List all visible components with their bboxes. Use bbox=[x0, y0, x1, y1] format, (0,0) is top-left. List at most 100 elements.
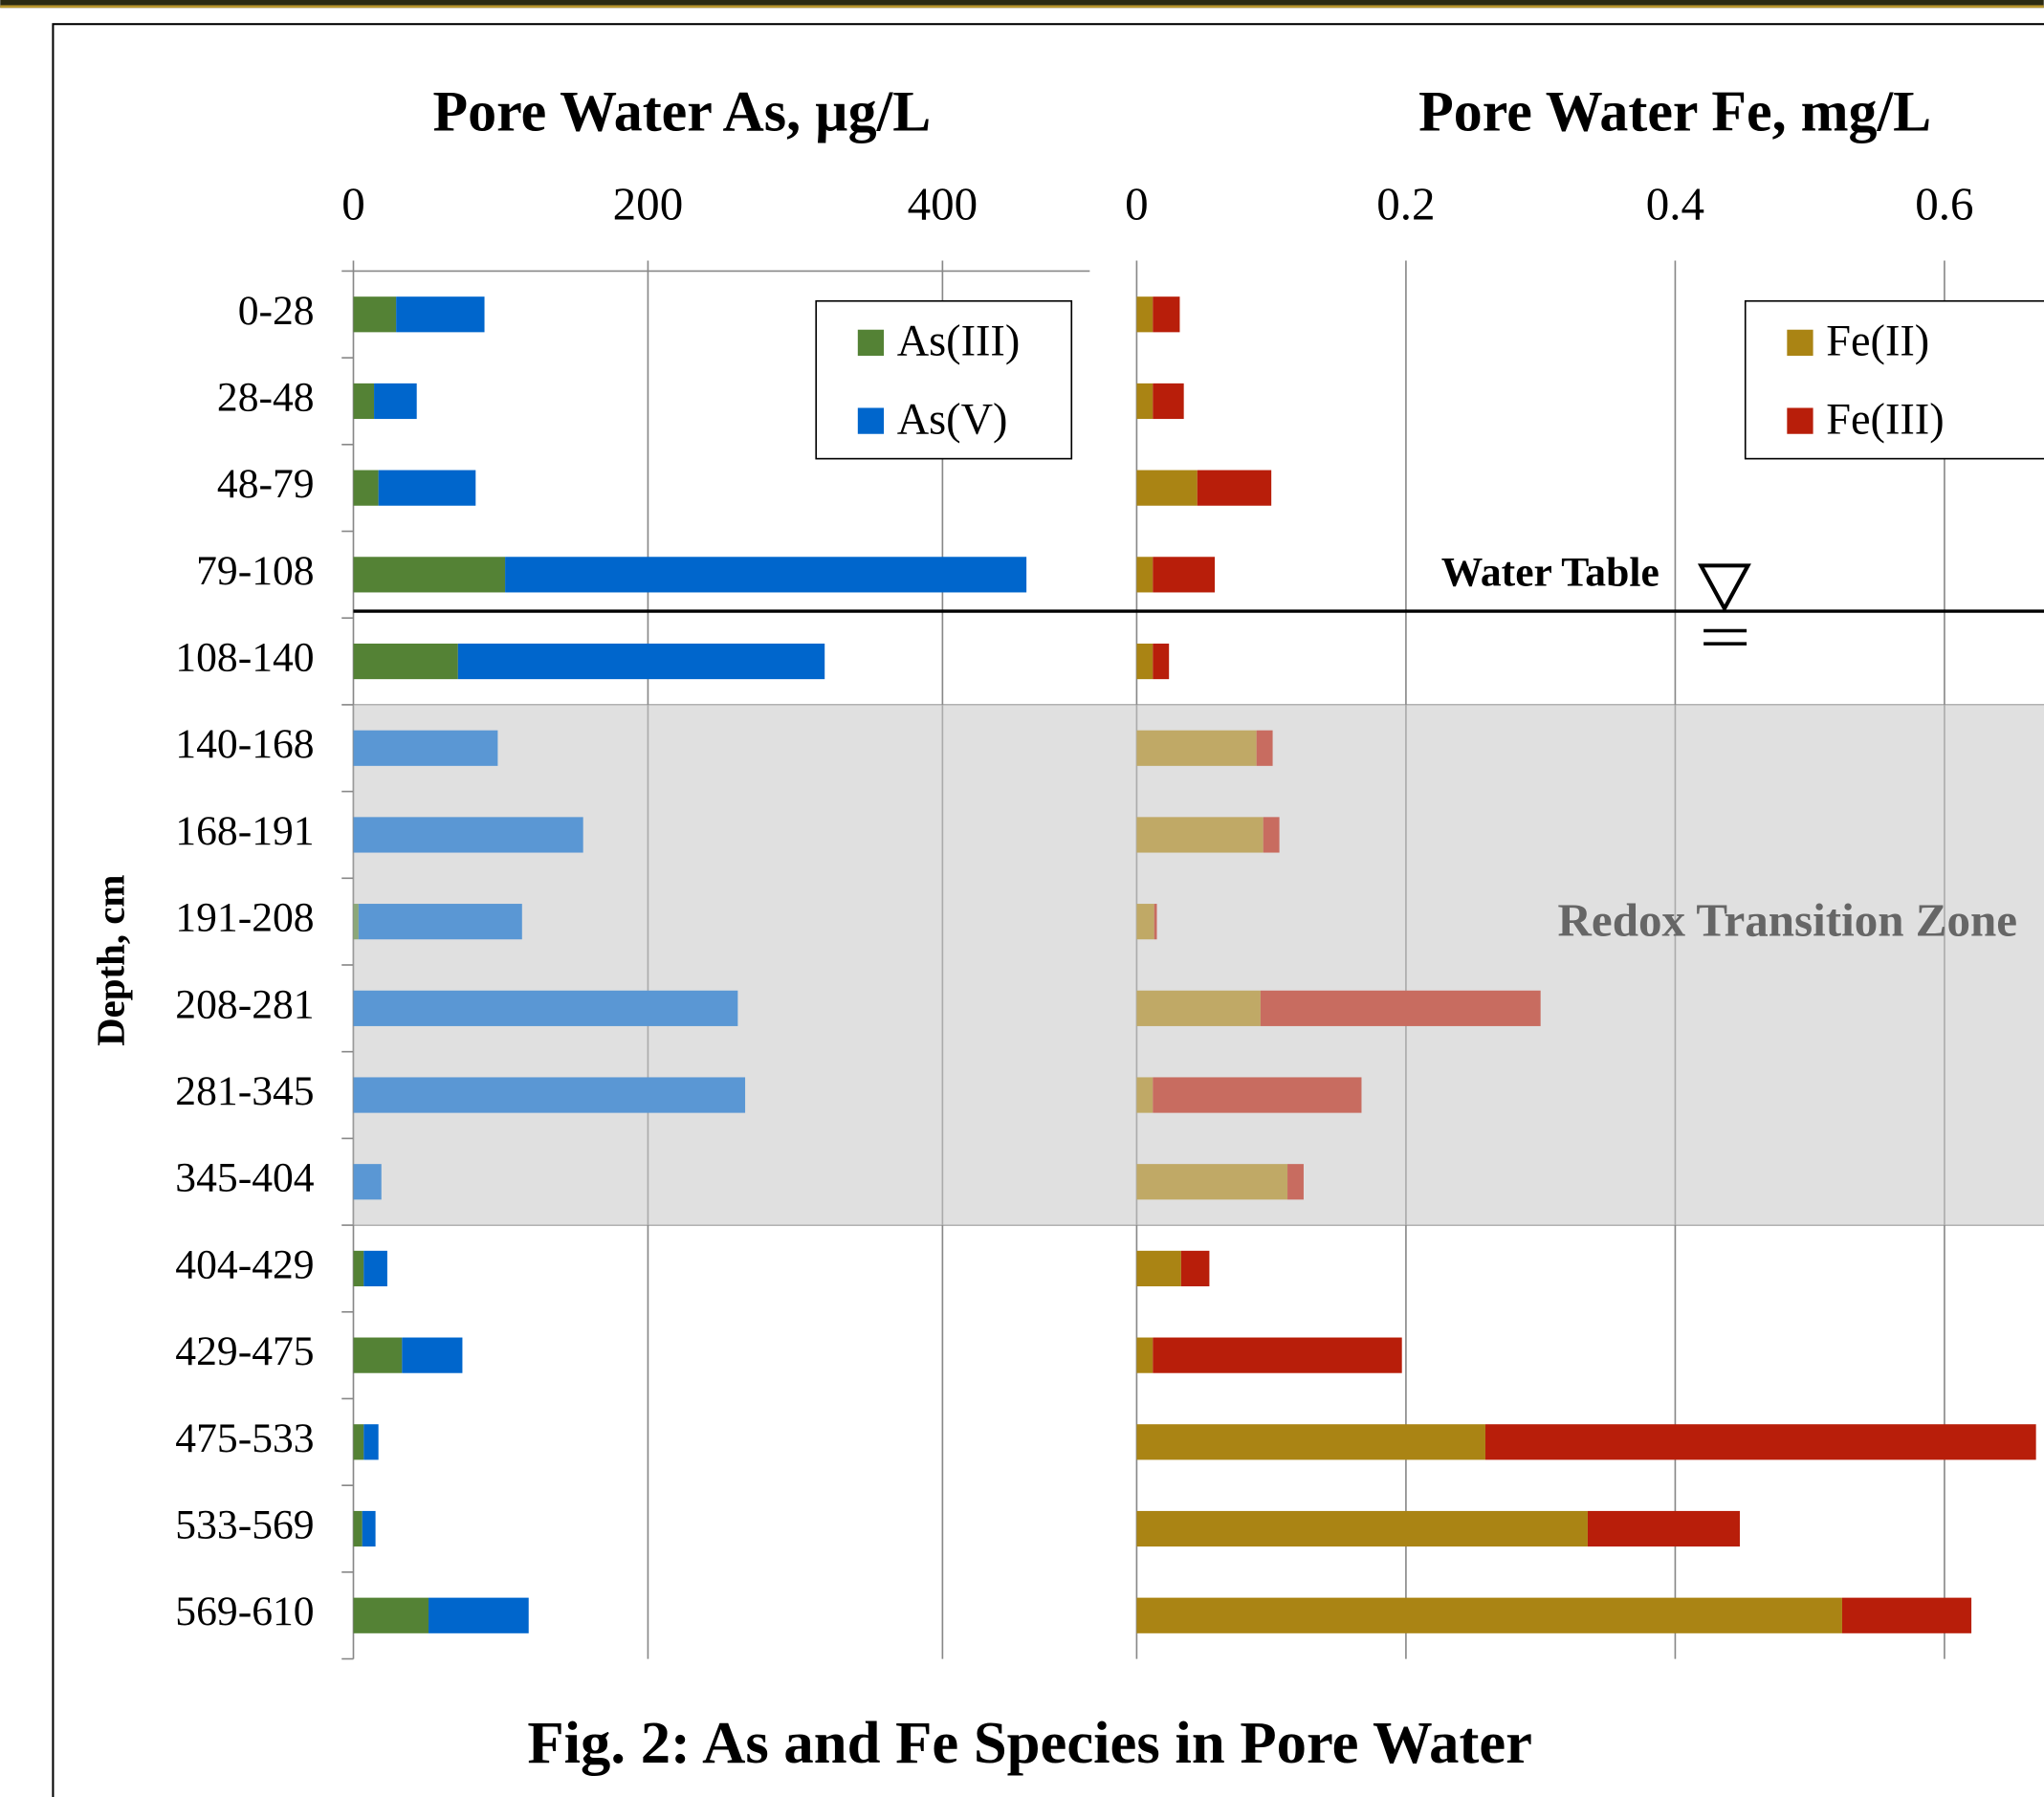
bar bbox=[1136, 1250, 1181, 1287]
bar bbox=[353, 817, 583, 853]
caption: Fig. 2: As and Fe Species in Pore Water bbox=[527, 1709, 1532, 1776]
bar bbox=[353, 557, 506, 593]
y-tick-label: 475-533 bbox=[175, 1415, 314, 1461]
x-tick-label: 200 bbox=[613, 177, 684, 230]
y-tick-label: 533-569 bbox=[175, 1502, 314, 1548]
bar bbox=[505, 557, 1027, 593]
y-tick-label: 191-208 bbox=[175, 895, 314, 941]
bar bbox=[363, 1424, 379, 1460]
legend-swatch bbox=[1787, 329, 1813, 356]
bar bbox=[353, 730, 498, 766]
bar bbox=[457, 643, 825, 680]
bar bbox=[353, 1337, 403, 1373]
legend-label: Fe(III) bbox=[1826, 395, 1944, 444]
bar bbox=[362, 1510, 376, 1547]
bar bbox=[353, 904, 359, 940]
transition-zone bbox=[352, 704, 2044, 1226]
y-tick-label: 281-345 bbox=[175, 1068, 314, 1114]
bar bbox=[1136, 1077, 1154, 1113]
bar bbox=[1136, 1424, 1485, 1460]
bar bbox=[1153, 296, 1180, 333]
x-tick-label: 400 bbox=[908, 177, 978, 230]
annotation: Water Table bbox=[1441, 549, 1659, 595]
top-band bbox=[0, 0, 2044, 9]
bar bbox=[353, 1597, 429, 1633]
bar bbox=[1287, 1164, 1304, 1200]
plots: Pore Water As, µg/L 0 200 400 0-28 28-48 48-79… bbox=[175, 79, 2044, 1660]
bar bbox=[1136, 817, 1264, 853]
y-axis-label: Depth, cm bbox=[90, 875, 133, 1046]
bar bbox=[1136, 1597, 1842, 1633]
bar bbox=[1136, 470, 1198, 506]
bar bbox=[1136, 643, 1154, 680]
bar bbox=[1136, 383, 1154, 420]
y-tick-label: 140-168 bbox=[175, 721, 314, 767]
bar bbox=[1153, 383, 1184, 420]
bar bbox=[353, 643, 458, 680]
bar bbox=[358, 904, 522, 940]
bar bbox=[1136, 557, 1154, 593]
top-band-accent bbox=[0, 5, 2044, 9]
annotation: Redox Transition Zone bbox=[1558, 894, 2018, 947]
bar bbox=[374, 383, 417, 420]
y-tick-label: 48-79 bbox=[217, 461, 315, 507]
bar bbox=[1180, 1250, 1210, 1287]
y-tick-label: 429-475 bbox=[175, 1328, 314, 1374]
legend-swatch bbox=[857, 329, 885, 356]
legend-label: As(III) bbox=[897, 318, 1021, 366]
axis-title: Pore Water Fe, mg/L bbox=[1418, 79, 1931, 142]
x-tick-label: 0 bbox=[1125, 177, 1149, 230]
axis-title: Pore Water As, µg/L bbox=[433, 79, 932, 142]
bar bbox=[429, 1597, 529, 1633]
bar bbox=[1154, 904, 1157, 940]
y-tick-label: 79-108 bbox=[196, 548, 315, 594]
legend-swatch bbox=[857, 407, 885, 434]
bar bbox=[402, 1337, 463, 1373]
x-tick-label: 0 bbox=[341, 177, 365, 230]
bar bbox=[363, 1250, 387, 1287]
bar bbox=[1153, 1077, 1362, 1113]
bar bbox=[1136, 904, 1154, 940]
bar bbox=[1136, 296, 1154, 333]
bar bbox=[353, 296, 397, 333]
water-table-symbol bbox=[1697, 563, 1751, 613]
bar bbox=[353, 1424, 364, 1460]
y-tick-label: 168-191 bbox=[175, 808, 314, 854]
bar bbox=[1136, 730, 1257, 766]
bar bbox=[1136, 1337, 1154, 1373]
y-tick-label: 208-281 bbox=[175, 981, 314, 1027]
bar bbox=[1197, 470, 1272, 506]
y-tick-label: 569-610 bbox=[175, 1589, 314, 1634]
bar bbox=[396, 296, 485, 333]
legend-label: Fe(II) bbox=[1826, 318, 1929, 366]
bar bbox=[1153, 557, 1216, 593]
bar bbox=[1260, 990, 1541, 1026]
legend-label: As(V) bbox=[897, 395, 1008, 444]
bar bbox=[1587, 1510, 1740, 1547]
bar bbox=[1841, 1597, 1972, 1633]
y-tick-label: 0-28 bbox=[238, 288, 315, 334]
y-tick-label: 108-140 bbox=[175, 635, 314, 681]
bar bbox=[378, 470, 476, 506]
bar bbox=[1263, 817, 1280, 853]
bar bbox=[1153, 643, 1170, 680]
bar bbox=[353, 470, 379, 506]
y-tick-label: 404-429 bbox=[175, 1241, 314, 1287]
bar bbox=[1136, 1510, 1588, 1547]
bar bbox=[1136, 1164, 1288, 1200]
bar bbox=[1256, 730, 1273, 766]
bar bbox=[353, 990, 738, 1026]
bar bbox=[353, 1250, 364, 1287]
bar bbox=[353, 1077, 746, 1113]
legend-swatch bbox=[1787, 407, 1813, 434]
x-tick-label: 0.2 bbox=[1376, 177, 1435, 230]
x-tick-label: 0.4 bbox=[1646, 177, 1704, 230]
bar bbox=[353, 1510, 363, 1547]
bar bbox=[1484, 1424, 2036, 1460]
y-tick-label: 345-404 bbox=[175, 1155, 315, 1201]
bar bbox=[1136, 990, 1261, 1026]
bar bbox=[1153, 1337, 1402, 1373]
y-tick-label: 28-48 bbox=[217, 374, 315, 420]
